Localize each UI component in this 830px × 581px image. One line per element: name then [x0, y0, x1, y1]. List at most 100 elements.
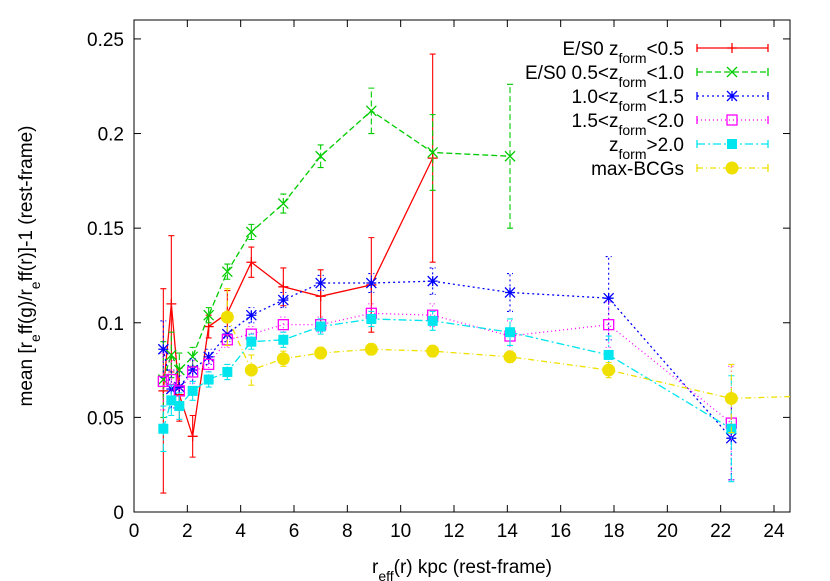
error-bar: [728, 363, 735, 434]
legend: E/S0 zform<0.5E/S0 0.5<zform<1.01.0<zfor…: [525, 39, 769, 180]
legend-cap: [696, 164, 769, 172]
legend-entry-5: zform>2.0: [609, 135, 769, 162]
legend-entry-2: E/S0 0.5<zform<1.0: [525, 63, 769, 90]
legend-entry-1: E/S0 zform<0.5: [563, 39, 769, 66]
series-3: [157, 255, 737, 481]
data-point: [315, 291, 326, 302]
data-point: [244, 363, 258, 377]
data-point: [187, 351, 199, 363]
legend-label: E/S0 0.5<zform<1.0: [525, 63, 684, 90]
x-tick-label: 8: [342, 521, 353, 542]
y-tick-label: 0.15: [87, 219, 124, 240]
legend-marker: [726, 114, 738, 126]
legend-marker: [725, 161, 739, 175]
legend-cap: [696, 140, 769, 148]
legend-cap: [696, 116, 769, 124]
legend-label: zform>2.0: [609, 135, 684, 162]
legend-marker: [727, 43, 737, 53]
data-point: [245, 309, 257, 321]
error-bar: [248, 223, 255, 241]
x-tick-label: 16: [550, 521, 571, 542]
data-point: [222, 366, 233, 377]
series-line: [162, 318, 732, 430]
data-point: [315, 150, 327, 162]
error-bar: [507, 83, 513, 229]
error-bar: [429, 267, 436, 295]
y-tick-label: 0: [113, 503, 124, 524]
data-point: [427, 315, 438, 326]
x-tick-label: 4: [235, 521, 246, 542]
legend-marker: [726, 90, 738, 102]
axis-ticks: [133, 20, 790, 513]
data-point: [203, 309, 215, 321]
legend-cap: [696, 92, 769, 100]
data-point: [221, 328, 233, 340]
x-tick-label: 20: [657, 521, 678, 542]
legend-entry-3: 1.0<zform<1.5: [571, 87, 769, 114]
series-line: [226, 316, 791, 400]
data-point: [245, 226, 257, 238]
y-tick-label: 0.1: [98, 314, 124, 335]
error-bar: [176, 392, 183, 420]
data-point: [165, 349, 177, 361]
error-bar: [189, 380, 196, 401]
data-point: [365, 105, 377, 117]
series-line: [162, 157, 434, 437]
x-axis-title: reff(r) kpc (rest-frame): [372, 557, 552, 581]
data-point: [203, 358, 215, 371]
data-point: [505, 327, 515, 338]
legend-cap: [696, 68, 769, 76]
data-point: [187, 431, 198, 442]
data-point: [277, 198, 289, 210]
x-tick-label: 0: [129, 521, 140, 542]
x-tick-label: 6: [289, 521, 300, 542]
series-5: [158, 310, 737, 483]
error-bar: [248, 307, 255, 324]
legend-label: max-BCGs: [591, 159, 684, 180]
error-bar: [160, 352, 167, 411]
error-bar: [507, 318, 513, 347]
x-tick-label: 12: [443, 521, 464, 542]
data-point: [603, 349, 614, 360]
y-tick-label: 0.25: [87, 30, 124, 51]
x-tick-label: 10: [390, 521, 411, 542]
error-bar: [168, 384, 175, 417]
y-tick-label: 0.2: [98, 125, 124, 146]
data-point: [174, 401, 185, 412]
series-4: [157, 301, 737, 481]
legend-entry-4: 1.5<zform<2.0: [571, 111, 769, 138]
error-bar: [317, 274, 324, 292]
data-point: [187, 364, 199, 376]
data-point: [427, 275, 439, 287]
error-bar: [205, 307, 212, 324]
data-point: [603, 292, 615, 304]
error-bar: [368, 273, 375, 294]
legend-label: 1.5<zform<2.0: [571, 111, 684, 138]
legend-label: 1.0<zform<1.5: [571, 87, 684, 114]
error-bar: [507, 273, 513, 312]
x-tick-label: 14: [497, 521, 519, 542]
series-1: [158, 53, 438, 494]
error-bar: [224, 263, 231, 280]
x-tick-labels: 0 2 4 6 8 10 12 14 16 18 20 22 24: [129, 521, 785, 542]
data-point: [158, 423, 169, 434]
legend-marker: [727, 139, 737, 149]
data-point: [277, 294, 289, 306]
data-point: [426, 344, 440, 358]
legend-cap: [696, 44, 769, 52]
data-point: [315, 321, 326, 332]
y-tick-label: 0.05: [87, 408, 124, 429]
data-point: [203, 374, 214, 385]
data-point: [724, 391, 738, 405]
data-point: [157, 343, 169, 355]
data-point: [246, 257, 257, 268]
data-point: [166, 395, 177, 406]
data-point: [603, 319, 615, 331]
data-point: [220, 310, 234, 324]
x-tick-label: 18: [603, 521, 624, 542]
data-point: [278, 334, 289, 345]
data-point: [203, 351, 215, 363]
data-point: [187, 385, 198, 396]
error-bar: [605, 301, 612, 348]
